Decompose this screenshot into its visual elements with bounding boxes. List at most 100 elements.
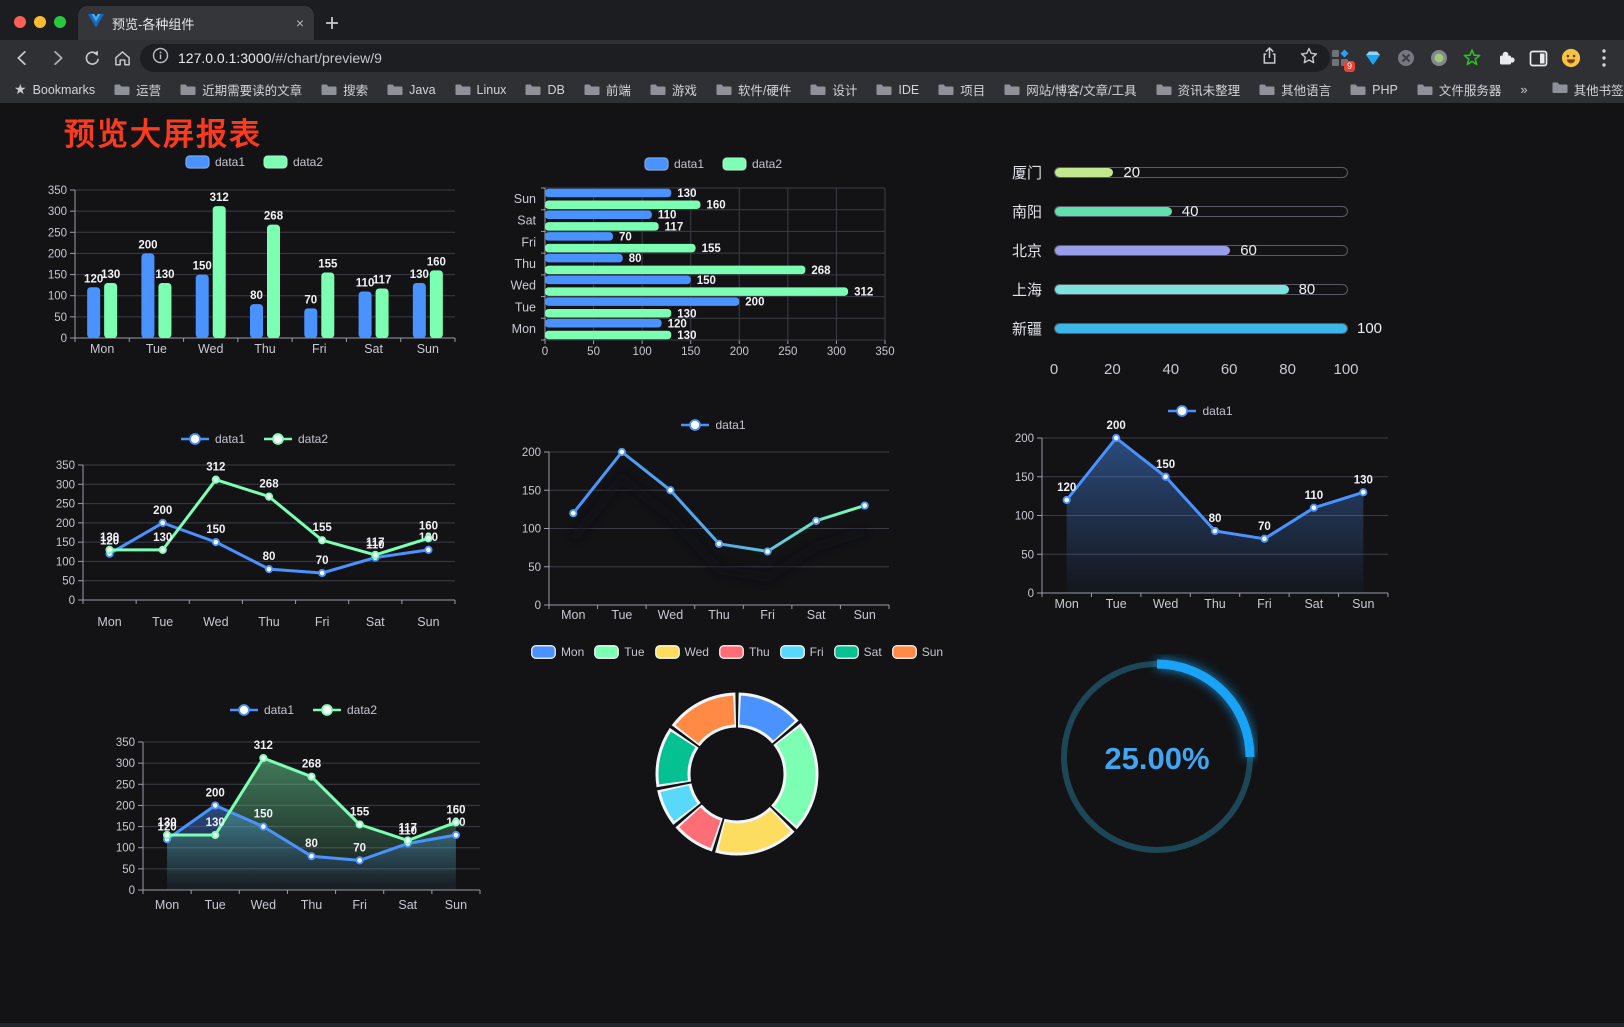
svg-text:Sun: Sun [854,608,876,622]
svg-text:0: 0 [69,595,75,607]
side-panel-icon[interactable] [1528,48,1548,68]
dual-line-chart[interactable]: 0 50 100 150 200 250 300 350 Mon Tue Wed Thu Fri Sat S… [45,423,463,635]
svg-text:Fri: Fri [1257,597,1272,611]
extension-circle-dot-icon[interactable] [1429,48,1449,68]
dual-area-chart[interactable]: 0 50 100 150 200 250 300 350 Mon Tue Wed Thu Fri Sat S… [103,675,503,923]
svg-text:130: 130 [157,817,176,829]
progress-axis: 0 20 40 60 80 100 [1049,361,1359,378]
svg-text:130: 130 [410,269,429,281]
svg-text:70: 70 [304,294,317,306]
bookmark-folder[interactable]: 运营 [114,80,161,99]
extension-star-icon[interactable] [1462,48,1482,68]
back-button[interactable] [8,44,36,72]
bookmarks-overflow-chevron[interactable]: » [1520,82,1528,97]
bookmarks-label: Bookmarks [32,82,96,97]
svg-text:312: 312 [854,287,873,299]
traffic-light-minimize[interactable] [34,16,46,28]
other-bookmarks-folder[interactable]: 其他书签 [1552,80,1624,99]
svg-text:Fri: Fri [315,615,330,629]
svg-text:100: 100 [1015,511,1034,523]
forward-button[interactable] [44,44,72,72]
grouped-bar-chart[interactable]: 0 50 100 150 200 250 300 350 Mon Tue Wed Thu Fri Sat S… [45,150,463,362]
traffic-light-close[interactable] [14,16,26,28]
bookmark-folder[interactable]: 近期需要读的文章 [180,80,302,99]
bookmark-folder[interactable]: DB [525,83,565,97]
bookmark-folder[interactable]: 游戏 [650,80,697,99]
svg-text:300: 300 [56,479,75,491]
bookmark-folder[interactable]: IDE [876,83,919,97]
svg-text:350: 350 [116,737,135,749]
svg-text:Fri: Fri [352,898,367,912]
single-area-chart[interactable]: 0 50 100 150 200 Mon Tue Wed Thu Fri Sat Sun 120 200 1… [988,391,1412,621]
svg-text:268: 268 [264,211,284,223]
svg-text:Tue: Tue [146,342,167,356]
site-info-icon[interactable] [152,47,169,69]
bookmark-folder[interactable]: Linux [455,83,506,97]
svg-text:130: 130 [155,269,174,281]
svg-text:117: 117 [366,537,385,549]
svg-text:160: 160 [419,520,438,532]
bookmarks-manager-button[interactable]: ★ Bookmarks [14,81,95,98]
extension-circle-cross-icon[interactable] [1396,48,1416,68]
svg-text:80: 80 [250,290,263,302]
bookmark-folder[interactable]: 前端 [584,80,631,99]
svg-text:Fri: Fri [521,235,536,249]
progress-fill [1055,323,1347,333]
bookmark-folder[interactable]: Java [387,83,436,97]
bookmark-folder[interactable]: 文件服务器 [1417,80,1501,99]
browser-tab[interactable]: 预览-各种组件 × [78,6,314,40]
svg-text:200: 200 [522,447,541,459]
page-title: 预览大屏报表 [64,117,262,152]
home-button[interactable] [108,44,136,72]
bookmark-folder[interactable]: 资讯未整理 [1156,80,1240,99]
progress-value: 100 [1357,319,1383,337]
city-progress-chart[interactable]: 厦门 20 南阳 40 北京 60 上海 80 新疆 100 0 20 40 60 80 100 [1000,158,1420,388]
svg-text:Sat: Sat [517,214,536,228]
svg-text:312: 312 [206,462,225,474]
svg-text:117: 117 [399,823,418,835]
svg-text:50: 50 [62,576,75,588]
reload-button[interactable] [78,44,106,72]
traffic-light-zoom[interactable] [54,16,66,28]
new-tab-button[interactable] [320,11,344,35]
extension-grid-icon[interactable]: 9 [1330,48,1355,72]
bookmark-folder[interactable]: 搜索 [321,80,368,99]
bookmark-star-icon[interactable] [1300,47,1318,70]
bookmark-folder[interactable]: 其他语言 [1259,80,1331,99]
progress-row: 上海 80 [1012,280,1412,299]
svg-text:Fri: Fri [760,608,775,622]
progress-label: 北京 [1012,242,1043,260]
bookmark-folder[interactable]: 软件/硬件 [716,80,791,99]
bookmark-folder[interactable]: 项目 [938,80,985,99]
svg-text:130: 130 [677,188,696,200]
svg-text:Sun: Sun [417,615,439,629]
url-bar[interactable]: 127.0.0.1:3000/#/chart/preview/9 [140,44,1330,72]
svg-text:0: 0 [129,885,135,897]
horizontal-bar-chart[interactable]: 0 50 100 150 200 250 300 350 Mon 120 130 Tue 200 130 W… [503,152,923,364]
gradient-line-chart[interactable]: 0 50 100 150 200 Mon Tue Wed Thu Fri Sat Sun data1 [503,397,923,629]
svg-text:250: 250 [56,499,75,511]
tab-close-icon[interactable]: × [295,15,304,31]
progress-row: 南阳 40 [1012,202,1412,221]
bookmark-folder[interactable]: 网站/博客/文章/工具 [1004,80,1137,99]
share-icon[interactable] [1261,46,1278,70]
progress-value: 20 [1123,163,1141,181]
menu-kebab-icon[interactable] [1594,48,1614,68]
gauge-chart[interactable]: 25.00% [1056,654,1258,859]
bookmark-folder[interactable]: 设计 [810,80,857,99]
svg-text:Tue: Tue [611,608,632,622]
svg-text:0: 0 [542,346,548,358]
donut-chart[interactable]: Mon Tue Wed Thu Fri Sat Sun [527,635,947,880]
svg-text:0: 0 [535,600,541,612]
svg-text:130: 130 [206,817,225,829]
svg-text:130: 130 [1354,474,1373,486]
puzzle-extensions-icon[interactable] [1495,48,1515,68]
profile-avatar[interactable] [1561,48,1581,68]
svg-text:Thu: Thu [1204,597,1226,611]
progress-fill [1055,167,1114,177]
bookmark-folder[interactable]: PHP [1350,83,1398,97]
svg-text:80: 80 [263,551,276,563]
svg-text:Mon: Mon [155,898,179,912]
vue-devtools-icon[interactable] [1363,48,1383,68]
